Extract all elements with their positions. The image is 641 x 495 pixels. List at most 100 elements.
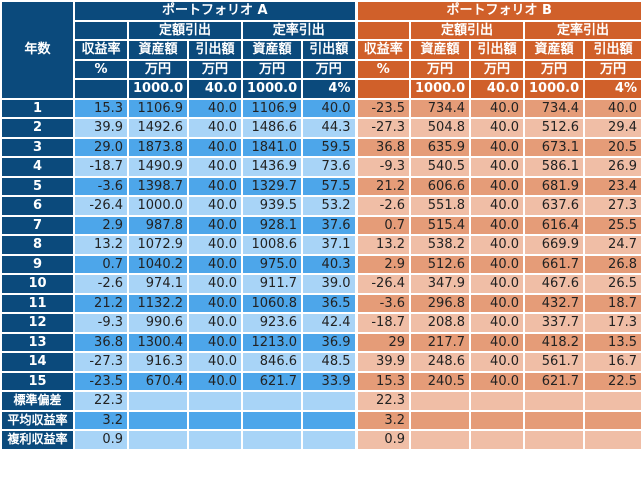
portfolio-a-summary: 3.2 <box>73 409 129 431</box>
table-row: 6 -26.4 1000.0 40.0 939.5 53.2 -2.6 551.8 40.0 63… <box>0 195 641 217</box>
portfolio-a-cell: 15.3 <box>73 97 129 119</box>
portfolio-b-cell: 40.0 <box>469 331 525 353</box>
portfolio-b-cell: -23.5 <box>354 97 411 119</box>
portfolio-b-cell: 432.7 <box>523 292 585 314</box>
portfolio-b-cell: 681.9 <box>523 175 585 197</box>
year-cell: 5 <box>0 175 75 197</box>
table-row: 12 -9.3 990.6 40.0 923.6 42.4 -18.7 208.8 40.0 33… <box>0 312 641 334</box>
portfolio-a-cell: 40.0 <box>187 312 243 334</box>
empty-cell <box>187 409 243 431</box>
portfolio-a-cell: 13.2 <box>73 234 129 256</box>
portfolio-b-cell: -3.6 <box>354 292 411 314</box>
portfolio-b-cell: 734.4 <box>409 97 471 119</box>
portfolio-b-cell: 538.2 <box>409 234 471 256</box>
year-cell: 14 <box>0 351 75 373</box>
portfolio-b-cell: 22.5 <box>583 370 641 392</box>
portfolio-b-cell: 26.5 <box>583 273 641 295</box>
a-assets-header: 資産額 <box>127 39 189 61</box>
portfolio-b-cell: 24.7 <box>583 234 641 256</box>
unit-cell: 万円 <box>583 58 641 80</box>
portfolio-b-cell: 337.7 <box>523 312 585 334</box>
unit-cell: 万円 <box>241 58 303 80</box>
portfolio-b-summary: 3.2 <box>354 409 411 431</box>
portfolio-b-cell: 40.0 <box>469 234 525 256</box>
year-cell: 6 <box>0 195 75 217</box>
b-fixed-amount-header: 定額引出 <box>409 19 525 41</box>
portfolio-a-cell: 40.0 <box>187 292 243 314</box>
portfolio-b-cell: 40.0 <box>469 273 525 295</box>
b-fixed-rate-header: 定率引出 <box>523 19 641 41</box>
empty-cell <box>409 409 471 431</box>
withdrawal-rate: 4% <box>583 78 641 100</box>
portfolio-a-cell: 987.8 <box>127 214 189 236</box>
portfolio-a-cell: 40.0 <box>187 156 243 178</box>
portfolio-a-cell: 40.0 <box>187 136 243 158</box>
portfolio-a-cell: 1072.9 <box>127 234 189 256</box>
portfolio-b-cell: 40.0 <box>469 117 525 139</box>
portfolio-a-cell: -23.5 <box>73 370 129 392</box>
empty-cell <box>409 390 471 412</box>
year-cell: 12 <box>0 312 75 334</box>
b-withdrawal-header: 引出額 <box>469 39 525 61</box>
year-cell: 8 <box>0 234 75 256</box>
portfolio-withdrawal-table: 年数 ポートフォリオ A ポートフォリオ B 定額引出 定率引出 定額引出 定率… <box>0 0 641 451</box>
empty-cell <box>583 390 641 412</box>
table-row: 11 21.2 1132.2 40.0 1060.8 36.5 -3.6 296.8 40.0 4… <box>0 292 641 314</box>
portfolio-b-cell: 606.6 <box>409 175 471 197</box>
table-row: 8 13.2 1072.9 40.0 1008.6 37.1 13.2 538.2 40.0 66… <box>0 234 641 256</box>
initial-assets: 1000.0 <box>523 78 585 100</box>
year-cell: 9 <box>0 253 75 275</box>
portfolio-a-cell: 37.1 <box>301 234 357 256</box>
portfolio-b-header: ポートフォリオ B <box>354 0 641 22</box>
portfolio-b-cell: 551.8 <box>409 195 471 217</box>
portfolio-a-cell: 37.6 <box>301 214 357 236</box>
empty-cell <box>523 429 585 451</box>
portfolio-b-cell: 40.0 <box>469 253 525 275</box>
withdrawal-rate: 4% <box>301 78 357 100</box>
portfolio-a-cell: -18.7 <box>73 156 129 178</box>
portfolio-b-cell: 25.5 <box>583 214 641 236</box>
portfolio-b-cell: 586.1 <box>523 156 585 178</box>
portfolio-a-cell: 621.7 <box>241 370 303 392</box>
portfolio-b-cell: 661.7 <box>523 253 585 275</box>
portfolio-b-cell: 39.9 <box>354 351 411 373</box>
portfolio-b-cell: -27.3 <box>354 117 411 139</box>
empty-cell <box>469 429 525 451</box>
portfolio-a-cell: 1436.9 <box>241 156 303 178</box>
b-assets-header: 資産額 <box>409 39 471 61</box>
portfolio-b-cell: 29.4 <box>583 117 641 139</box>
portfolio-a-cell: 1398.7 <box>127 175 189 197</box>
portfolio-b-cell: 512.6 <box>409 253 471 275</box>
portfolio-a-cell: 73.6 <box>301 156 357 178</box>
portfolio-a-cell: 57.5 <box>301 175 357 197</box>
portfolio-b-cell: 616.4 <box>523 214 585 236</box>
portfolio-a-cell: 1300.4 <box>127 331 189 353</box>
summary-row: 標準偏差 22.3 22.3 <box>0 390 641 412</box>
portfolio-b-cell: 26.8 <box>583 253 641 275</box>
portfolio-a-cell: 1213.0 <box>241 331 303 353</box>
portfolio-a-cell: 40.0 <box>187 234 243 256</box>
portfolio-b-cell: 27.3 <box>583 195 641 217</box>
empty-cell <box>127 409 189 431</box>
portfolio-a-cell: 928.1 <box>241 214 303 236</box>
table-row: 13 36.8 1300.4 40.0 1213.0 36.9 29 217.7 40.0 418… <box>0 331 641 353</box>
unit-cell: 万円 <box>127 58 189 80</box>
table-row: 5 -3.6 1398.7 40.0 1329.7 57.5 21.2 606.6 40.0 68… <box>0 175 641 197</box>
portfolio-a-cell: -9.3 <box>73 312 129 334</box>
portfolio-a-cell: -2.6 <box>73 273 129 295</box>
table-row: 1 15.3 1106.9 40.0 1106.9 40.0 -23.5 734.4 40.0 7… <box>0 97 641 119</box>
portfolio-b-cell: 17.3 <box>583 312 641 334</box>
portfolio-b-cell: 36.8 <box>354 136 411 158</box>
unit-cell: 万円 <box>523 58 585 80</box>
portfolio-a-cell: 1000.0 <box>127 195 189 217</box>
portfolio-a-cell: 0.7 <box>73 253 129 275</box>
initial-withdrawal: 40.0 <box>187 78 243 100</box>
portfolio-a-cell: 1040.2 <box>127 253 189 275</box>
year-cell: 2 <box>0 117 75 139</box>
portfolio-a-cell: 1132.2 <box>127 292 189 314</box>
initial-assets: 1000.0 <box>409 78 471 100</box>
portfolio-b-cell: 40.0 <box>469 370 525 392</box>
year-cell: 15 <box>0 370 75 392</box>
portfolio-b-cell: 20.5 <box>583 136 641 158</box>
portfolio-a-cell: -3.6 <box>73 175 129 197</box>
